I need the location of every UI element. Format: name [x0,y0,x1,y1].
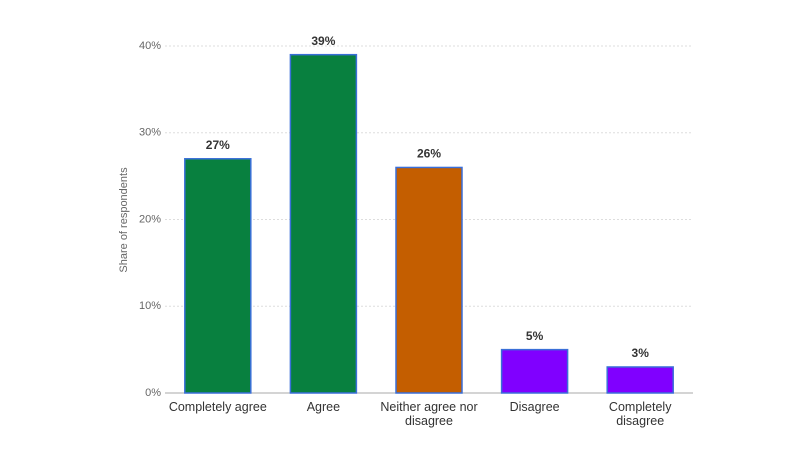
y-tick-label: 40% [139,40,161,52]
value-label: 3% [632,346,650,360]
bar [289,53,358,394]
y-tick-label: 20% [139,213,161,225]
value-label: 27% [206,138,230,152]
bar [500,348,569,394]
x-tick-label: Completely agree [168,400,267,414]
y-tick-label: 0% [145,387,161,399]
bar [395,166,463,394]
value-label: 39% [311,34,335,48]
y-tick-label: 10% [139,300,161,312]
value-label: 26% [417,147,441,161]
x-tick-label: Neither agree nor disagree [380,400,478,428]
bar [184,158,252,394]
value-label: 5% [526,329,544,343]
y-axis-label: Share of respondents [118,167,130,273]
x-tick-label: Agree [306,400,341,414]
y-tick-label: 30% [139,127,161,139]
x-tick-label: Disagree [509,400,560,414]
bar [606,366,674,394]
x-tick-label: Completely disagree [608,400,672,428]
